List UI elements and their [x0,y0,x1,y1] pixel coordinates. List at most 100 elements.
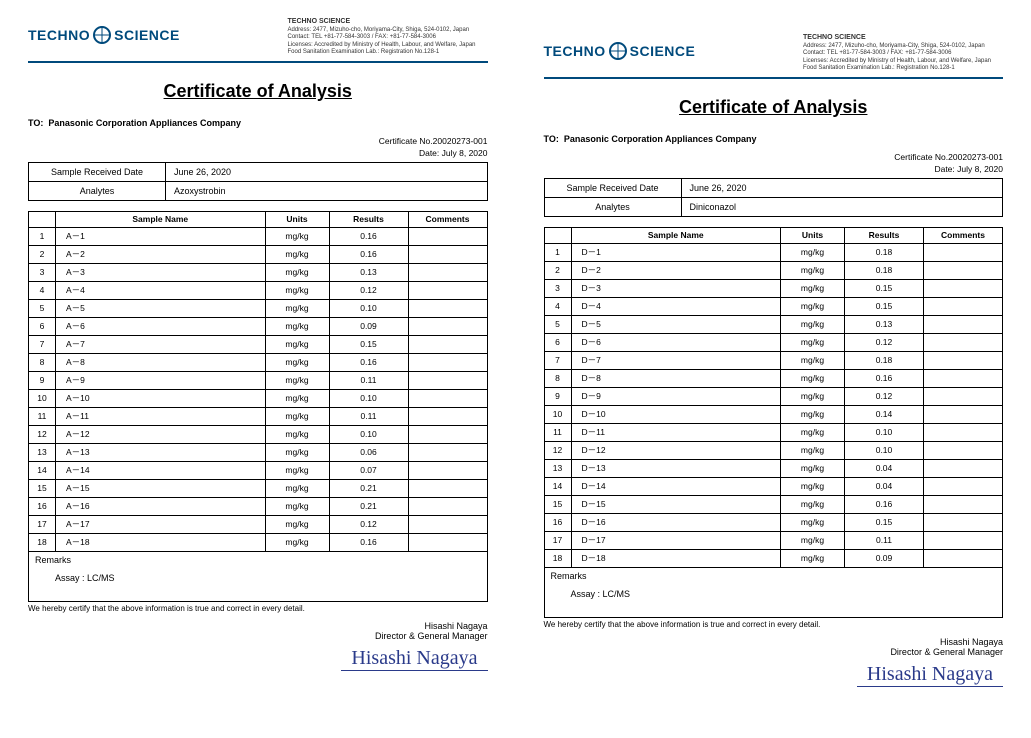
row-result: 0.18 [845,261,924,279]
row-result: 0.12 [329,515,408,533]
row-comment [924,387,1003,405]
row-index: 12 [29,425,56,443]
row-comment [408,515,487,533]
meta-right: Certificate No.20020273-001 Date: July 8… [544,152,1004,176]
table-row: 7D－7mg/kg0.18 [544,351,1003,369]
to-line: TO: Panasonic Corporation Appliances Com… [28,118,488,128]
cert-no: 20020273-001 [948,152,1003,162]
row-index: 14 [544,477,571,495]
row-sample-name: A－13 [56,443,266,461]
row-result: 0.14 [845,405,924,423]
row-sample-name: A－7 [56,335,266,353]
remarks-label: Remarks [551,571,587,581]
row-result: 0.11 [329,407,408,425]
row-unit: mg/kg [265,353,329,371]
row-sample-name: A－1 [56,227,266,245]
date-label: Date: [934,164,954,174]
row-sample-name: D－13 [571,459,781,477]
row-sample-name: A－3 [56,263,266,281]
row-sample-name: A－11 [56,407,266,425]
col-comments: Comments [924,227,1003,243]
row-sample-name: A－15 [56,479,266,497]
company-name: TECHNO SCIENCE [288,18,488,27]
table-row: 15D－15mg/kg0.16 [544,495,1003,513]
row-index: 5 [29,299,56,317]
certificate-left: TECHNO SCIENCE TECHNO SCIENCE Address: 2… [10,10,506,707]
certify-line: We hereby certify that the above informa… [544,620,1004,629]
row-comment [408,299,487,317]
row-unit: mg/kg [265,263,329,281]
row-unit: mg/kg [781,279,845,297]
signature-block: Hisashi Nagaya Director & General Manage… [28,621,488,671]
row-unit: mg/kg [265,479,329,497]
row-sample-name: D－16 [571,513,781,531]
info-table: Sample Received DateJune 26, 2020 Analyt… [544,178,1004,217]
row-unit: mg/kg [781,297,845,315]
row-index: 13 [544,459,571,477]
row-index: 16 [29,497,56,515]
col-blank [544,227,571,243]
row-sample-name: D－9 [571,387,781,405]
table-row: 18A－18mg/kg0.16 [29,533,488,551]
row-unit: mg/kg [781,513,845,531]
row-comment [408,497,487,515]
logo-text-right: SCIENCE [630,43,696,59]
remarks-box: Remarks Assay : LC/MS [544,568,1004,618]
row-unit: mg/kg [781,477,845,495]
cert-no-label: Certificate No. [894,152,948,162]
row-comment [408,353,487,371]
table-row: 9D－9mg/kg0.12 [544,387,1003,405]
table-row: 1A－1mg/kg0.16 [29,227,488,245]
signature-block: Hisashi Nagaya Director & General Manage… [544,637,1004,687]
row-sample-name: A－9 [56,371,266,389]
row-index: 8 [29,353,56,371]
row-result: 0.16 [845,495,924,513]
row-sample-name: D－14 [571,477,781,495]
table-row: 16A－16mg/kg0.21 [29,497,488,515]
row-index: 17 [544,531,571,549]
col-comments: Comments [408,211,487,227]
row-result: 0.15 [329,335,408,353]
row-comment [924,369,1003,387]
col-results: Results [845,227,924,243]
results-table: Sample Name Units Results Comments 1D－1m… [544,227,1004,568]
row-unit: mg/kg [781,549,845,567]
row-index: 15 [544,495,571,513]
row-index: 12 [544,441,571,459]
row-result: 0.18 [845,243,924,261]
table-row: 6A－6mg/kg0.09 [29,317,488,335]
row-result: 0.13 [329,263,408,281]
row-index: 6 [544,333,571,351]
header: TECHNO SCIENCE TECHNO SCIENCE Address: 2… [544,34,1004,79]
row-result: 0.10 [329,299,408,317]
table-row: 11A－11mg/kg0.11 [29,407,488,425]
row-index: 3 [544,279,571,297]
col-results: Results [329,211,408,227]
row-index: 5 [544,315,571,333]
row-unit: mg/kg [781,351,845,369]
certificate-title: Certificate of Analysis [544,97,1004,118]
row-sample-name: A－16 [56,497,266,515]
table-row: 6D－6mg/kg0.12 [544,333,1003,351]
row-unit: mg/kg [781,315,845,333]
row-result: 0.15 [845,513,924,531]
row-sample-name: D－10 [571,405,781,423]
table-row: 5D－5mg/kg0.13 [544,315,1003,333]
row-sample-name: D－12 [571,441,781,459]
row-unit: mg/kg [265,515,329,533]
table-row: 17A－17mg/kg0.12 [29,515,488,533]
row-comment [408,443,487,461]
date-label: Date: [419,148,439,158]
results-body-0: 1A－1mg/kg0.162A－2mg/kg0.163A－3mg/kg0.134… [29,227,488,551]
table-row: 4D－4mg/kg0.15 [544,297,1003,315]
row-result: 0.04 [845,459,924,477]
row-comment [924,495,1003,513]
row-result: 0.16 [329,245,408,263]
row-comment [408,335,487,353]
table-row: 9A－9mg/kg0.11 [29,371,488,389]
row-unit: mg/kg [781,369,845,387]
signer-name: Hisashi Nagaya [544,637,1004,647]
row-sample-name: A－2 [56,245,266,263]
row-index: 18 [544,549,571,567]
logo-text-left: TECHNO [28,27,90,43]
